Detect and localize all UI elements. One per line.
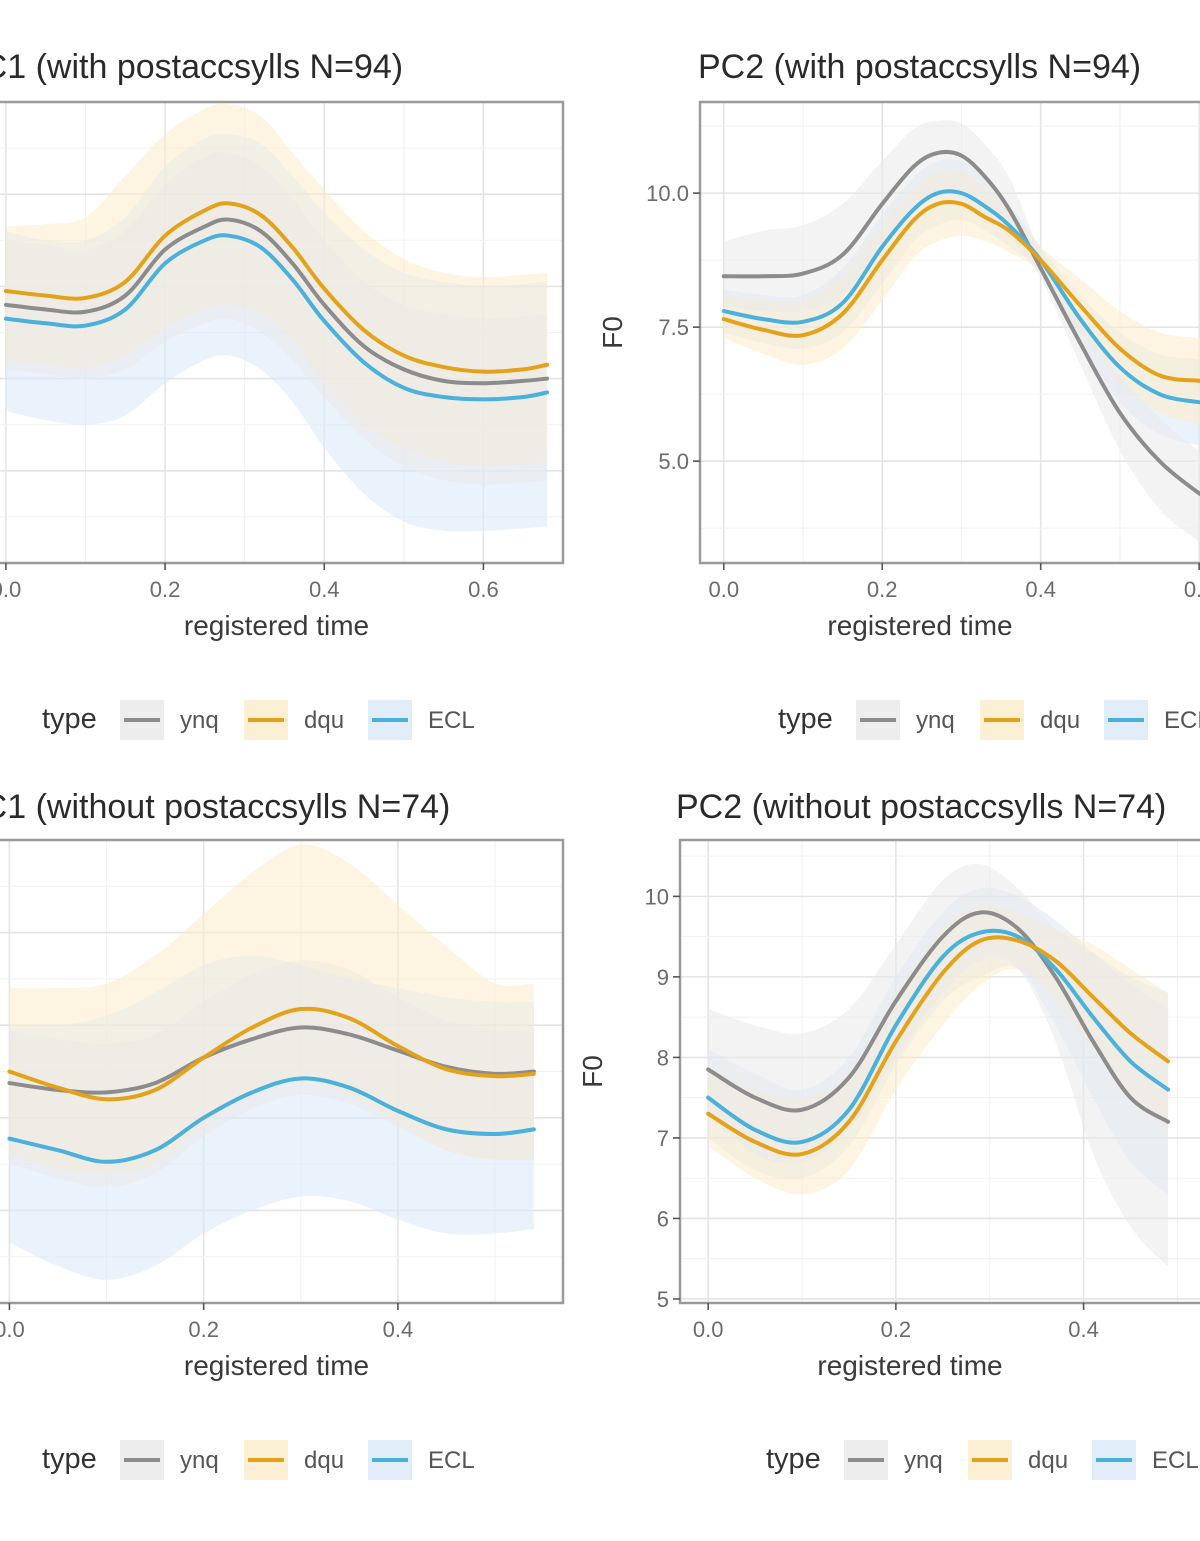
plot-layer — [706, 863, 1171, 1267]
y-tick-label: 7.5 — [658, 315, 689, 340]
plot-layer — [3, 103, 550, 532]
legend: type ynq dqu ECL — [42, 700, 475, 740]
series-line-ynq — [706, 910, 1171, 1124]
ci-band-ynq — [9, 955, 534, 1188]
y-tick-label: 10 — [645, 884, 669, 909]
y-tick-label: 6 — [657, 1206, 669, 1231]
series-line-dqu — [7, 1006, 536, 1102]
plot-border — [0, 100, 565, 565]
x-tick-label: 0.4 — [1025, 577, 1056, 602]
series-line-dqu — [3, 201, 550, 374]
ci-band-ynq — [723, 120, 1200, 543]
x-tick-label: 0.2 — [867, 577, 898, 602]
legend-label-ECL: ECL — [1164, 707, 1200, 734]
x-axis-title: registered time — [184, 1350, 369, 1381]
series-line-ECL — [3, 233, 550, 402]
legend-label-ynq: ynq — [916, 707, 955, 734]
y-axis-title: F0 — [597, 316, 628, 349]
series-line-ynq — [3, 217, 550, 386]
legend-label-dqu: dqu — [304, 1447, 344, 1474]
x-tick-label: 0.2 — [150, 577, 181, 602]
y-tick-label: 10.0 — [646, 181, 689, 206]
y-tick-label: 7 — [657, 1126, 669, 1151]
y-tick-label: 5.0 — [658, 449, 689, 474]
y-tick-label: 8 — [657, 1045, 669, 1070]
legend-title: type — [42, 1443, 97, 1475]
series-line-ynq — [7, 1025, 536, 1095]
chart-title: PC2 (with postaccsylls N=94) — [698, 48, 1141, 86]
x-tick-label: 0.2 — [188, 1317, 219, 1342]
plot-layer — [7, 844, 536, 1280]
x-tick-label: 0.0 — [0, 577, 21, 602]
plot-layer — [721, 120, 1200, 543]
chart-title: PC1 (without postaccsylls N=74) — [0, 788, 450, 826]
plot-border — [0, 838, 565, 1305]
legend-label-ECL: ECL — [1152, 1447, 1199, 1474]
legend: type ynq dqu ECL — [778, 700, 1200, 740]
series-line-ECL — [706, 928, 1171, 1145]
legend-title: type — [42, 703, 97, 735]
plot-border — [678, 838, 1200, 1305]
chart-title: PC2 (without postaccsylls N=74) — [676, 788, 1166, 826]
chart-panel-4: 0.0 0.2 0.4 5 6 7 8 9 10 registered time F0 PC2 (wi… — [577, 788, 1200, 1480]
y-tick-label: 9 — [657, 965, 669, 990]
series-line-dqu — [706, 935, 1171, 1157]
plot-border — [698, 100, 1200, 565]
legend-label-dqu: dqu — [304, 707, 344, 734]
series-line-ECL — [721, 189, 1200, 405]
legend-title: type — [778, 703, 833, 735]
chart-panel-2: 0.0 0.2 0.4 0.6 5.0 7.5 10.0 registered time F0 P… — [597, 48, 1200, 740]
series-line-dqu — [721, 200, 1200, 383]
x-axis-title: registered time — [184, 610, 369, 641]
legend: type ynq dqu ECL — [42, 1440, 475, 1480]
legend-label-ynq: ynq — [180, 707, 219, 734]
chart-title: PC1 (with postaccsylls N=94) — [0, 48, 403, 86]
y-axis-title: F0 — [577, 1055, 608, 1088]
legend-label-ynq: ynq — [904, 1447, 943, 1474]
x-tick-label: 0.4 — [383, 1317, 414, 1342]
legend-label-dqu: dqu — [1028, 1447, 1068, 1474]
x-tick-label: 0.4 — [309, 577, 340, 602]
legend-title: type — [766, 1443, 821, 1475]
legend-label-ECL: ECL — [428, 1447, 475, 1474]
x-tick-label: 0.2 — [881, 1317, 912, 1342]
x-tick-label: 0.6 — [1184, 577, 1200, 602]
x-tick-label: 0.0 — [693, 1317, 724, 1342]
series-line-ynq — [721, 149, 1200, 497]
chart-panel-1: 0.0 0.2 0.4 0.6 registered time PC1 (with pos… — [0, 48, 565, 740]
chart-panel-3: 0.0 0.2 0.4 registered time PC1 (without pos… — [0, 788, 565, 1480]
x-tick-label: 0.0 — [708, 577, 739, 602]
legend-label-ECL: ECL — [428, 707, 475, 734]
legend-label-dqu: dqu — [1040, 707, 1080, 734]
x-axis-title: registered time — [817, 1350, 1002, 1381]
series-line-ECL — [7, 1076, 536, 1164]
x-axis-title: registered time — [827, 610, 1012, 641]
ci-band-ynq — [5, 133, 548, 485]
legend: type ynq dqu ECL — [766, 1440, 1199, 1480]
x-tick-label: 0.4 — [1068, 1317, 1099, 1342]
x-tick-label: 0.0 — [0, 1317, 25, 1342]
legend-label-ynq: ynq — [180, 1447, 219, 1474]
x-tick-label: 0.6 — [468, 577, 499, 602]
y-tick-label: 5 — [657, 1287, 669, 1312]
